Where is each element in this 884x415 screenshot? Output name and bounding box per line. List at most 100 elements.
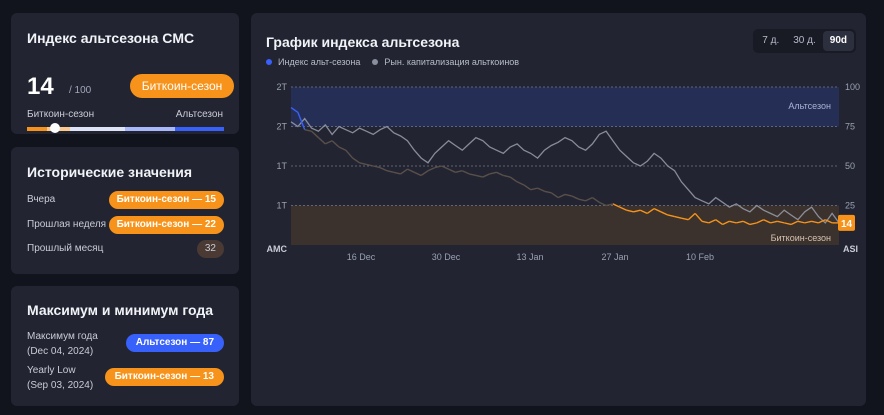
- tab-7d[interactable]: 7 д.: [762, 35, 780, 46]
- year-low-row: Yearly Low (Sep 03, 2024) Биткоин-сезон …: [27, 363, 224, 393]
- history-row-yesterday: Вчера Биткоин-сезон — 15: [27, 191, 224, 209]
- index-series-segment: [393, 171, 401, 175]
- index-series-segment: [373, 165, 381, 169]
- historical-values-card: Исторические значения Вчера Биткоин-сезо…: [11, 147, 239, 274]
- year-row-date: (Sep 03, 2024): [27, 380, 94, 391]
- index-series-segment: [619, 206, 627, 211]
- history-row-value: Биткоин-сезон — 15: [108, 191, 224, 209]
- index-series-segment: [523, 184, 532, 191]
- index-series-segment: [352, 157, 360, 164]
- index-series-segment: [317, 137, 326, 145]
- index-series-segment: [304, 128, 312, 132]
- history-row-value: Биткоин-сезон — 22: [108, 216, 224, 234]
- index-series-segment: [592, 197, 600, 203]
- history-card-title: Исторические значения: [27, 164, 193, 180]
- year-row-label: Максимум года: [27, 331, 98, 342]
- index-series-segment: [598, 201, 607, 207]
- index-series-segment: [509, 176, 518, 183]
- legend-label: Рын. капитализация альткоинов: [384, 57, 520, 67]
- index-series-segment: [756, 219, 764, 224]
- index-series-segment: [770, 220, 778, 224]
- right-axis-label: ASI: [843, 244, 858, 254]
- left-tick-label: 2T: [276, 82, 287, 92]
- index-series-segment: [530, 187, 538, 191]
- index-series-segment: [749, 222, 757, 226]
- index-series-segment: [612, 203, 621, 208]
- index-series-segment: [715, 219, 723, 226]
- index-series-segment: [407, 168, 415, 173]
- index-series-segment: [674, 215, 682, 219]
- x-tick-label: 30 Dec: [432, 252, 461, 262]
- altseason-zone-label: Альтсезон: [788, 101, 831, 111]
- year-row-value: Биткоин-сезон — 13: [104, 368, 224, 386]
- index-series-segment: [468, 173, 477, 177]
- index-series-segment: [818, 219, 826, 224]
- legend-label: Индекс альт-сезона: [278, 57, 361, 67]
- index-series-segment: [626, 209, 634, 213]
- index-series-segment: [311, 130, 319, 139]
- index-series-segment: [708, 219, 716, 224]
- gauge-segment: [125, 127, 175, 131]
- index-series-segment: [646, 208, 655, 214]
- index-series-segment: [503, 174, 511, 178]
- chart-legend: Индекс альт-сезона Рын. капитализация ал…: [266, 57, 519, 67]
- chart-title: График индекса альтсезона: [266, 34, 460, 50]
- index-card-title: Индекс альтсезона CMC: [27, 30, 195, 46]
- index-series-segment: [777, 220, 785, 224]
- index-series-segment: [694, 212, 703, 222]
- index-series-segment: [448, 168, 456, 173]
- index-score-max: / 100: [69, 85, 92, 96]
- index-series-segment: [578, 198, 586, 202]
- bitcoin-zone-label: Биткоин-сезон: [771, 233, 831, 243]
- index-series-segment: [722, 220, 730, 226]
- index-series-segment: [420, 170, 429, 177]
- x-tick-label: 13 Jan: [516, 252, 543, 262]
- index-series-segment: [516, 181, 525, 186]
- index-series-segment: [797, 220, 805, 224]
- legend-item-index[interactable]: Индекс альт-сезона: [266, 57, 360, 67]
- year-row-date: (Dec 04, 2024): [27, 346, 94, 357]
- year-max-row: Максимум года (Dec 04, 2024) Альтсезон —…: [27, 329, 224, 359]
- x-tick-label: 10 Feb: [686, 252, 714, 262]
- index-series-segment: [557, 193, 566, 199]
- index-series-segment: [660, 211, 669, 216]
- index-series-segment: [386, 170, 394, 174]
- index-series-segment: [297, 112, 306, 130]
- left-tick-label: 1T: [276, 161, 287, 171]
- index-series-segment: [653, 208, 662, 213]
- index-series-segment: [441, 165, 449, 170]
- tab-90d[interactable]: 90d: [822, 31, 854, 51]
- index-series-segment: [434, 165, 442, 169]
- legend-dot-icon: [372, 59, 379, 65]
- index-series-segment: [400, 168, 408, 175]
- index-series-segment: [331, 140, 340, 148]
- gauge-segment: [27, 127, 47, 131]
- index-series-segment: [414, 171, 422, 177]
- history-row-value: 32: [196, 240, 224, 258]
- index-series-segment: [811, 220, 819, 224]
- index-series-segment: [324, 140, 333, 145]
- left-tick-label: 1T: [276, 201, 287, 211]
- index-series-segment: [345, 149, 354, 159]
- year-max-min-card: Максимум и минимум года Максимум года (D…: [11, 286, 239, 406]
- altseason-zone: [291, 87, 839, 127]
- right-tick-label: 25: [845, 201, 855, 211]
- bitcoin-season-zone: [291, 205, 839, 245]
- index-series-segment: [633, 209, 641, 213]
- altseason-chart: Альтсезон Биткоин-сезон 100 2T 75 2T 50 1T 25 1T A…: [267, 82, 861, 262]
- altseason-chart-card: Альтсезон Биткоин-сезон 100 2T 75 2T 50 1T 25 1T A…: [251, 13, 866, 406]
- index-series-segment: [537, 187, 545, 192]
- right-tick-label: 100: [845, 82, 860, 92]
- legend-item-marketcap[interactable]: Рын. капитализация альткоинов: [372, 57, 519, 67]
- tab-30d[interactable]: 30 д.: [793, 35, 816, 46]
- range-tabs: 7 д. 30 д. 90d: [753, 29, 856, 53]
- index-series-segment: [496, 171, 504, 177]
- legend-dot-icon: [266, 59, 272, 65]
- history-row-label: Вчера: [27, 194, 56, 205]
- gauge-knob: [49, 123, 60, 133]
- index-score: 14: [27, 73, 54, 100]
- gauge-segment: [70, 127, 126, 131]
- x-tick-label: 16 Dec: [347, 252, 376, 262]
- season-badge: Биткоин-сезон: [130, 74, 234, 98]
- index-series-segment: [475, 174, 483, 178]
